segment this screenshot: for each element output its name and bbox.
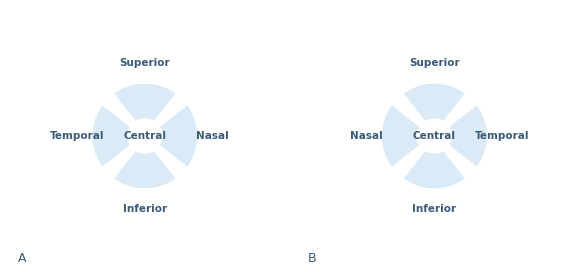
Text: A: A	[18, 252, 27, 265]
Text: B: B	[307, 252, 316, 265]
Text: Central: Central	[413, 131, 456, 141]
Polygon shape	[90, 103, 133, 169]
Polygon shape	[157, 103, 199, 169]
Polygon shape	[111, 82, 178, 124]
Text: Inferior: Inferior	[123, 204, 167, 214]
Polygon shape	[446, 103, 489, 169]
Text: Temporal: Temporal	[475, 131, 530, 141]
Polygon shape	[380, 103, 422, 169]
Polygon shape	[111, 148, 178, 190]
Polygon shape	[401, 82, 468, 124]
Text: Central: Central	[123, 131, 166, 141]
Text: Nasal: Nasal	[196, 131, 229, 141]
Text: Superior: Superior	[409, 58, 460, 68]
Text: Nasal: Nasal	[350, 131, 383, 141]
Polygon shape	[401, 148, 468, 190]
Text: Temporal: Temporal	[49, 131, 104, 141]
Text: Inferior: Inferior	[412, 204, 456, 214]
Text: Superior: Superior	[119, 58, 170, 68]
